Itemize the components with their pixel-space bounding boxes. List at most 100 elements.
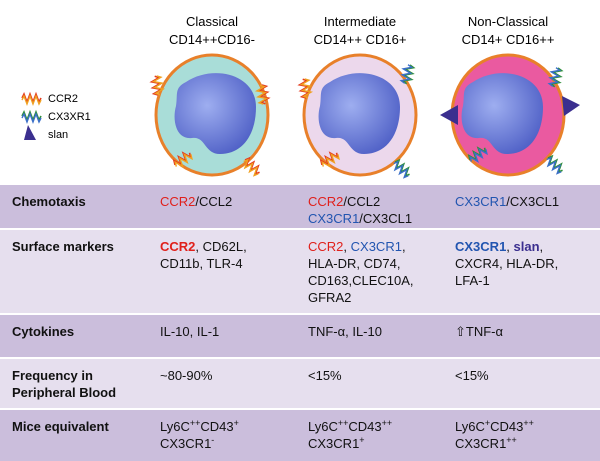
- cell-line: CX3CR1, slan,: [455, 238, 558, 255]
- table-cell: CCR2, CD62L, CD11b, TLR-4: [160, 238, 247, 272]
- cell-text: CD11b, TLR-4: [160, 256, 243, 271]
- legend-slan-icon: [24, 125, 36, 140]
- cell-line: GFRA2: [308, 289, 414, 306]
- table-cell: <15%: [455, 367, 489, 384]
- cell-line: HLA-DR, CD74,: [308, 255, 414, 272]
- table-row: Surface markers CCR2, CD62L, CD11b, TLR-4 C…: [0, 228, 600, 313]
- row-label-line: Mice equivalent: [12, 419, 109, 434]
- table-row: Cytokines IL-10, IL-1 TNF-α, IL-10 ⇧TNF-α: [0, 313, 600, 357]
- highlighted-text: CCR2: [308, 194, 344, 209]
- legend-ccr2-icon: [21, 93, 42, 105]
- cell-line: <15%: [308, 367, 342, 384]
- legend-label: CX3XR1: [48, 111, 91, 123]
- cell-line: <15%: [455, 367, 489, 384]
- superscript: +: [233, 418, 239, 428]
- cell-line: CD11b, TLR-4: [160, 255, 247, 272]
- cell-line: LFA-1: [455, 272, 558, 289]
- cell-text: /CX3CL1: [359, 211, 413, 226]
- column-subtitle: CD14++ CD16+: [314, 32, 407, 47]
- table-row: Mice equivalent Ly6C++CD43+ CX3CR1- Ly6C++C…: [0, 408, 600, 461]
- cell-text: IL-10, IL-1: [160, 324, 220, 339]
- cell-line: CX3CR1+: [308, 435, 392, 452]
- cell-text: CD43: [490, 419, 524, 434]
- row-label-line: Surface markers: [12, 239, 114, 254]
- legend-cx3cr1-icon: [21, 111, 42, 123]
- cell-text: <15%: [308, 368, 342, 383]
- table-cell: Ly6C+CD43++ CX3CR1++: [455, 418, 534, 452]
- table-cell: ~80-90%: [160, 367, 212, 384]
- table-cell: CCR2/CCL2 CX3CR1/CX3CL1: [308, 193, 412, 227]
- cell-text: ,: [401, 239, 406, 254]
- table-cell: CCR2/CCL2: [160, 193, 232, 210]
- cell-line: CXCR4, HLA-DR,: [455, 255, 558, 272]
- non-classical-cell: [440, 53, 580, 177]
- cell-line: ~80-90%: [160, 367, 212, 384]
- row-label: Frequency in Peripheral Blood: [12, 367, 152, 401]
- cell-text: /CCL2: [195, 194, 233, 209]
- highlighted-text: CX3CR1: [350, 239, 402, 254]
- cell-line: CD163,CLEC10A,: [308, 272, 414, 289]
- cell-line: IL-10, IL-1: [160, 323, 219, 340]
- highlighted-text: CCR2: [160, 239, 196, 254]
- cell-line: CX3CR1/CX3CL1: [455, 193, 559, 210]
- cell-text: CX3CR1: [308, 436, 360, 451]
- cell-line: CCR2, CD62L,: [160, 238, 247, 255]
- superscript: +: [484, 418, 491, 428]
- cell-text: ,: [539, 239, 544, 254]
- cell-line: CX3CR1++: [455, 435, 534, 452]
- superscript: ++: [337, 418, 349, 428]
- cell-text: LFA-1: [455, 273, 490, 288]
- cell-text: CX3CR1: [455, 436, 507, 451]
- intermediate-cell: [297, 53, 418, 180]
- cell-text: GFRA2: [308, 290, 352, 305]
- table-cell: CX3CR1/CX3CL1: [455, 193, 559, 210]
- superscript: +: [359, 435, 365, 445]
- table-row: Chemotaxis CCR2/CCL2 CCR2/CCL2 CX3CR1/CX3CL…: [0, 183, 600, 228]
- table-cell: Ly6C++CD43++ CX3CR1+: [308, 418, 392, 452]
- cell-line: CCR2/CCL2: [160, 193, 232, 210]
- cell-text: TNF-α, IL-10: [308, 324, 382, 339]
- cell-text: Ly6C: [160, 419, 190, 434]
- cell-text: /CX3CL1: [506, 194, 560, 209]
- column-title: Classical: [186, 14, 238, 29]
- row-label-line: Chemotaxis: [12, 194, 86, 209]
- column-subtitle: CD14++CD16-: [169, 32, 255, 47]
- comparison-table: Chemotaxis CCR2/CCL2 CCR2/CCL2 CX3CR1/CX3CL…: [0, 183, 600, 461]
- cell-text: , CD62L,: [195, 239, 247, 254]
- row-label-line: Peripheral Blood: [12, 385, 117, 400]
- highlighted-text: slan: [513, 239, 540, 254]
- classical-cell: [149, 53, 271, 178]
- cell-line: TNF-α, IL-10: [308, 323, 382, 340]
- row-label: Cytokines: [12, 323, 152, 340]
- row-label: Surface markers: [12, 238, 152, 255]
- cell-text: CXCR4, HLA-DR,: [455, 256, 559, 271]
- superscript: ++: [523, 418, 534, 428]
- row-label: Mice equivalent: [12, 418, 152, 435]
- cell-line: CCR2, CX3CR1,: [308, 238, 414, 255]
- column-title: Intermediate: [324, 14, 396, 29]
- cell-text: CD43: [200, 419, 234, 434]
- illustration: CCR2 CX3XR1 slan Classical CD14++CD16- I…: [21, 14, 580, 180]
- column-title: Non-Classical: [468, 14, 548, 29]
- cell-line: ⇧TNF-α: [455, 323, 503, 340]
- cell-line: Ly6C++CD43++: [308, 418, 392, 435]
- cell-text: /CCL2: [343, 194, 381, 209]
- superscript: ++: [189, 418, 201, 428]
- cell-text: ⇧TNF-α: [455, 324, 504, 339]
- highlighted-text: CCR2: [308, 239, 344, 254]
- superscript: -: [211, 435, 215, 445]
- highlighted-text: CX3CR1: [455, 239, 507, 254]
- table-cell: <15%: [308, 367, 342, 384]
- table-cell: CX3CR1, slan, CXCR4, HLA-DR, LFA-1: [455, 238, 558, 289]
- table-cell: CCR2, CX3CR1, HLA-DR, CD74, CD163,CLEC10A,…: [308, 238, 414, 306]
- superscript: ++: [381, 418, 393, 428]
- cell-text: ,: [343, 239, 351, 254]
- cell-line: Ly6C++CD43+: [160, 418, 239, 435]
- cell-text: Ly6C: [308, 419, 338, 434]
- highlighted-text: CX3CR1: [455, 194, 507, 209]
- table-cell: Ly6C++CD43+ CX3CR1-: [160, 418, 239, 452]
- cell-text: CD163,CLEC10A,: [308, 273, 414, 288]
- row-label: Chemotaxis: [12, 193, 152, 210]
- table-cell: ⇧TNF-α: [455, 323, 503, 340]
